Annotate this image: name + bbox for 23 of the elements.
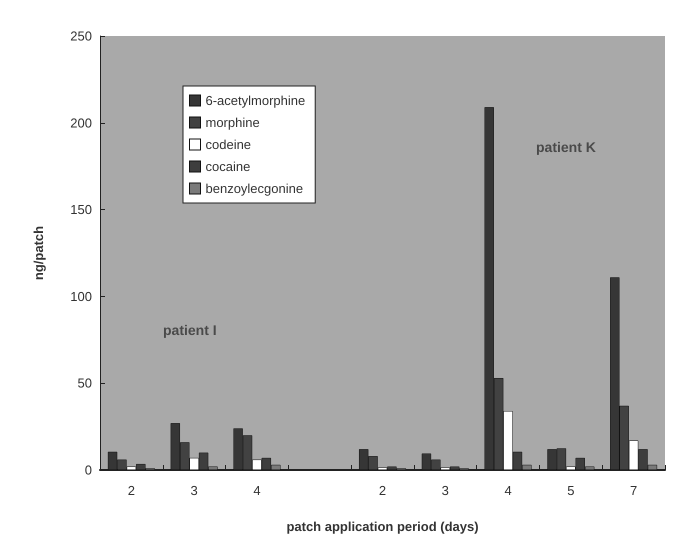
- annotation: patient K: [536, 139, 596, 155]
- x-tick-label: 7: [630, 483, 638, 498]
- x-tick-label: 2: [378, 483, 386, 498]
- y-tick-label: 0: [84, 462, 92, 478]
- x-axis-title: patch application period (days): [286, 519, 479, 534]
- legend-label: 6-acetylmorphine: [206, 93, 306, 108]
- y-tick-label: 50: [78, 376, 92, 391]
- legend-label: codeine: [206, 137, 252, 152]
- x-tick-label: 5: [567, 483, 574, 498]
- x-tick-label: 4: [253, 483, 261, 498]
- x-tick-label: 2: [128, 483, 136, 498]
- legend-label: morphine: [206, 115, 260, 130]
- annotation: patient I: [163, 322, 217, 338]
- y-tick-label: 250: [70, 28, 92, 44]
- y-tick-label: 200: [70, 115, 92, 130]
- legend-label: benzoylecgonine: [206, 181, 304, 196]
- y-tick-label: 150: [70, 202, 92, 218]
- legend-label: cocaine: [206, 159, 250, 174]
- y-axis-title: ng/patch: [31, 226, 46, 280]
- x-tick-label: 3: [190, 483, 198, 498]
- x-tick-label: 4: [504, 483, 512, 498]
- y-tick-label: 100: [70, 288, 92, 304]
- x-tick-label: 3: [442, 483, 449, 498]
